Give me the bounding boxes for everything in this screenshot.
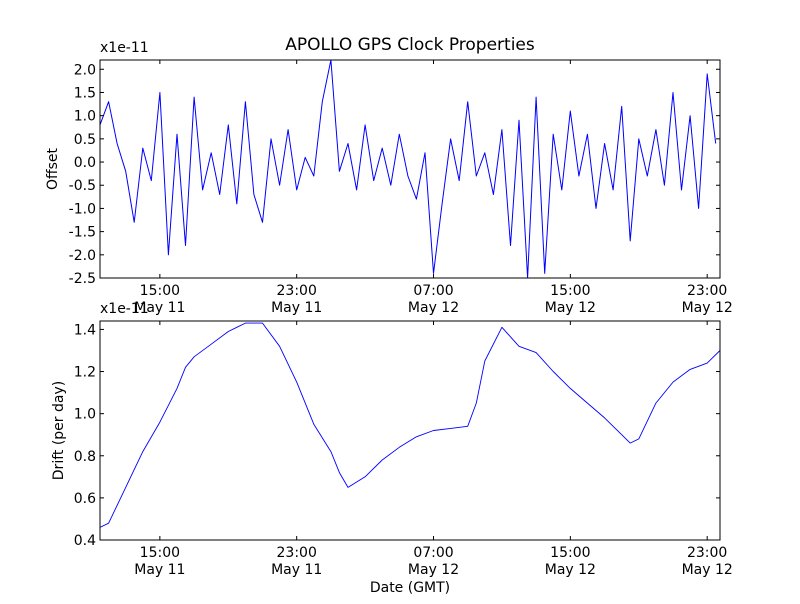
offset-ytick-label: 0.5 [74,132,96,148]
drift-xtick-date-label: May 11 [134,562,185,578]
drift-xtick-time-label: 23:00 [277,545,317,561]
offset-series-line [100,60,717,278]
drift-ytick-label: 0.4 [74,533,96,549]
drift-xtick-date-label: May 12 [682,562,733,578]
drift-ytick-label: 1.2 [74,365,96,381]
offset-ytick-label: 2.0 [74,62,96,78]
offset-xtick-time-label: 07:00 [413,283,453,299]
drift-ytick-label: 1.0 [74,407,96,423]
drift-axes-frame [99,320,721,541]
offset-xtick-time-label: 15:00 [140,283,180,299]
offset-ytick-label: -2.5 [69,271,96,287]
drift-y-axis-label: Drift (per day) [51,381,67,480]
offset-xtick-date-label: May 11 [134,300,185,316]
drift-xtick-date-label: May 12 [545,562,596,578]
drift-x-axis-label: Date (GMT) [370,580,450,596]
drift-ytick-label: 1.4 [74,322,96,338]
offset-ytick-label: -1.0 [69,201,96,217]
offset-xtick-time-label: 23:00 [687,283,727,299]
drift-series-line [100,322,720,528]
drift-y-multiplier: x1e-11 [100,301,149,317]
offset-ytick-label: -1.5 [69,225,96,241]
offset-xtick-time-label: 15:00 [550,283,590,299]
offset-xtick-time-label: 23:00 [277,283,317,299]
offset-xtick-date-label: May 12 [408,300,459,316]
drift-ytick-label: 0.8 [74,449,96,465]
offset-ytick-label: -2.0 [69,248,96,264]
offset-y-multiplier: x1e-11 [100,40,149,56]
drift-xtick-time-label: 15:00 [550,545,590,561]
offset-panel: 2.0 1.5 1.0 0.5 0.0 -0.5 -1.0 -1.5 -2.0 -2.5 15:00… [45,40,733,316]
offset-axes-frame [99,59,721,279]
offset-ytick-label: 1.5 [74,85,96,101]
drift-xtick-time-label: 15:00 [140,545,180,561]
offset-xtick-date-label: May 11 [271,300,322,316]
drift-ytick-label: 0.6 [74,491,96,507]
drift-xtick-date-label: May 11 [271,562,322,578]
drift-xtick-time-label: 07:00 [413,545,453,561]
offset-xtick-date-label: May 12 [682,300,733,316]
chart-title: APOLLO GPS Clock Properties [285,35,535,55]
drift-xtick-time-label: 23:00 [687,545,727,561]
offset-y-axis-label: Offset [45,147,61,190]
offset-ytick-label: -0.5 [69,178,96,194]
offset-xtick-date-label: May 12 [545,300,596,316]
offset-ytick-label: 0.0 [74,155,96,171]
offset-ytick-label: 1.0 [74,109,96,125]
drift-xtick-date-label: May 12 [408,562,459,578]
